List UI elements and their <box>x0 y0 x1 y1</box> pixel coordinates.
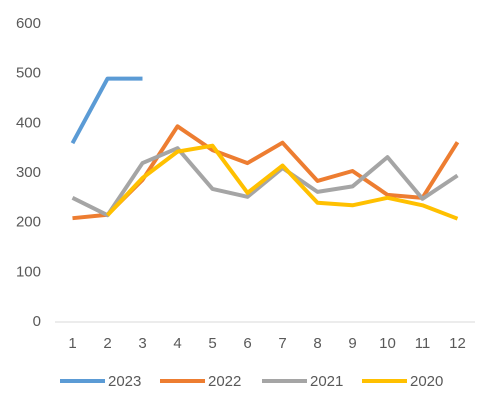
x-tick-label: 3 <box>138 335 146 352</box>
y-tick-label: 100 <box>16 263 41 280</box>
y-tick-label: 200 <box>16 214 41 231</box>
x-tick-label: 4 <box>173 335 181 352</box>
x-tick-label: 11 <box>415 335 431 352</box>
x-tick-label: 8 <box>313 335 321 352</box>
x-tick-label: 2 <box>103 335 111 352</box>
legend-label: 2023 <box>108 373 141 390</box>
x-tick-label: 7 <box>278 335 286 352</box>
series-line <box>106 143 459 221</box>
y-tick-label: 0 <box>33 313 41 330</box>
x-tick-label: 12 <box>449 335 466 352</box>
x-tick-label: 1 <box>68 335 76 352</box>
y-tick-label: 600 <box>16 15 41 32</box>
series-line <box>71 146 459 218</box>
y-tick-label: 400 <box>16 114 41 131</box>
x-tick-label: 5 <box>208 335 216 352</box>
y-tick-label: 300 <box>16 164 41 181</box>
y-tick-label: 500 <box>16 65 41 82</box>
series-line <box>70 76 143 145</box>
legend-label: 2021 <box>310 373 343 390</box>
legend-label: 2022 <box>208 373 241 390</box>
x-tick-label: 6 <box>243 335 251 352</box>
x-tick-label: 10 <box>379 335 396 352</box>
x-tick-label: 9 <box>348 335 356 352</box>
legend-label: 2020 <box>410 373 443 390</box>
